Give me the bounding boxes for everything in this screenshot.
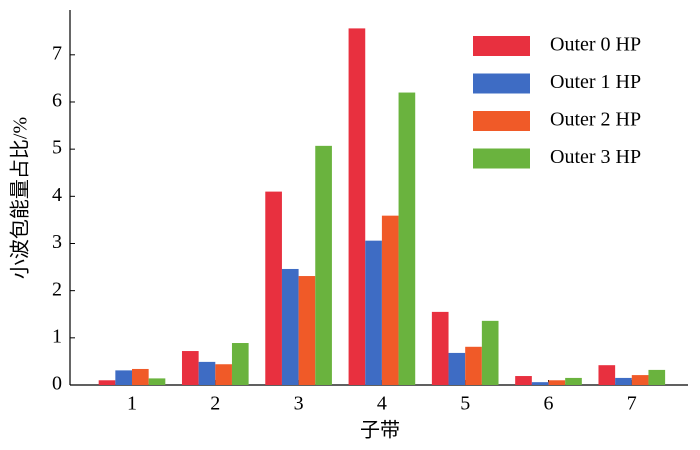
bar	[481, 320, 499, 385]
bar	[98, 380, 116, 385]
bar	[465, 346, 482, 385]
x-tick-label: 1	[127, 393, 137, 415]
y-tick-label: 0	[52, 373, 62, 395]
bar	[648, 369, 666, 385]
y-tick-label: 4	[52, 184, 62, 206]
bar	[431, 311, 449, 385]
bar	[348, 28, 366, 385]
x-tick-label: 3	[294, 393, 304, 415]
bar	[548, 380, 566, 385]
legend-swatch	[473, 36, 530, 56]
bar	[565, 377, 582, 385]
y-tick-label: 7	[52, 42, 62, 64]
y-tick-label: 5	[52, 137, 62, 159]
bar	[281, 268, 299, 385]
x-tick-label: 4	[377, 393, 387, 415]
bar	[148, 378, 166, 385]
bar	[365, 240, 382, 385]
x-tick-label: 2	[210, 393, 220, 415]
bar	[298, 276, 316, 385]
y-tick-label: 1	[52, 325, 62, 347]
bar	[215, 364, 232, 385]
bar	[531, 382, 549, 385]
legend-label: Outer 3 HP	[550, 146, 641, 168]
bar	[315, 145, 332, 385]
bar	[132, 368, 149, 385]
bar	[448, 352, 466, 385]
bar	[115, 370, 132, 385]
y-axis-label: 小波包能量占比/%	[9, 117, 32, 279]
bar	[615, 377, 632, 385]
legend-label: Outer 1 HP	[550, 71, 641, 93]
y-tick-label: 2	[52, 278, 62, 300]
legend-swatch	[473, 111, 530, 131]
bar	[181, 351, 199, 385]
bar	[381, 215, 399, 385]
bar	[398, 92, 416, 385]
legend-swatch	[473, 73, 530, 94]
bar	[598, 365, 616, 385]
bar	[631, 375, 649, 385]
legend-label: Outer 2 HP	[550, 109, 641, 131]
x-axis-label: 子带	[360, 419, 400, 442]
x-tick-label: 5	[460, 393, 470, 415]
bar	[265, 191, 282, 385]
y-tick-label: 3	[52, 231, 62, 253]
x-tick-label: 6	[544, 393, 554, 415]
bar	[231, 343, 249, 385]
legend-swatch	[473, 148, 530, 169]
y-tick-label: 6	[52, 90, 62, 112]
bar	[198, 361, 216, 385]
bar	[515, 376, 532, 385]
legend-label: Outer 0 HP	[550, 34, 641, 56]
x-tick-label: 7	[627, 393, 637, 415]
